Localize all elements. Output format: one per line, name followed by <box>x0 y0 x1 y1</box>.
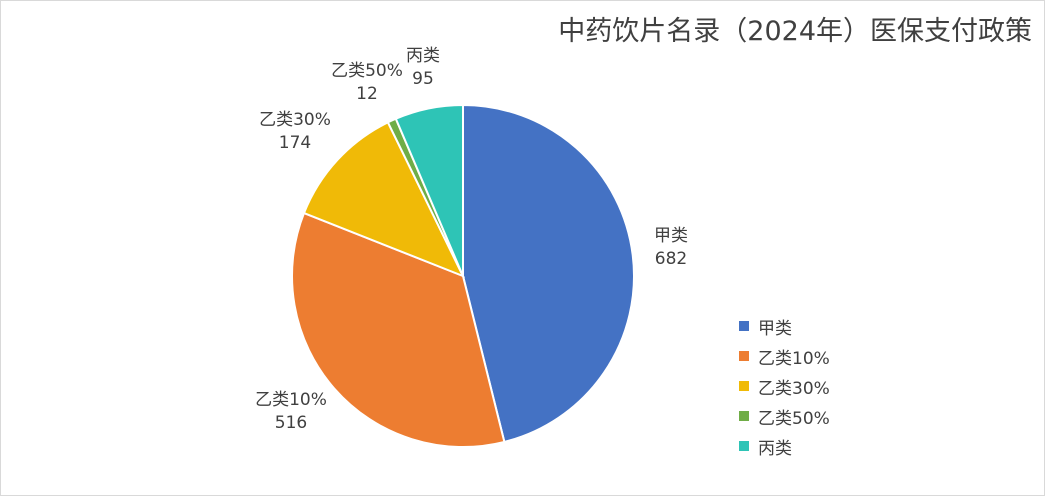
legend-label: 丙类 <box>758 438 792 459</box>
legend-item-3: 乙类30% <box>739 371 830 401</box>
data-label-category-1: 甲类 <box>654 226 688 246</box>
legend-swatch <box>739 381 749 391</box>
chart-title: 中药饮片名录（2024年）医保支付政策 <box>558 16 1032 47</box>
data-label-value-3: 174 <box>279 133 311 153</box>
legend-item-1: 甲类 <box>739 311 830 341</box>
chart-legend: 甲类乙类10% 乙类30% 乙类50% 丙类 <box>739 311 830 461</box>
legend-label: 甲类 <box>758 318 792 339</box>
legend-item-5: 丙类 <box>739 431 830 461</box>
legend-swatch <box>739 411 749 421</box>
legend-swatch <box>739 321 749 331</box>
pie-slice-5 <box>394 103 464 277</box>
data-label-value-4: 12 <box>356 84 378 104</box>
legend-label: 乙类30% <box>758 378 830 399</box>
data-label-category-2: 乙类10% <box>255 390 327 410</box>
legend-label: 乙类50% <box>758 408 830 429</box>
pie-slice-3 <box>302 121 466 278</box>
data-label-category-4: 乙类50% <box>331 61 403 81</box>
legend-label: 乙类10% <box>758 348 830 369</box>
pie-slice-1 <box>462 103 635 444</box>
legend-item-4: 乙类50% <box>739 401 830 431</box>
legend-item-2: 乙类10% <box>739 341 830 371</box>
data-label-value-2: 516 <box>275 413 307 433</box>
legend-swatch <box>739 441 749 451</box>
data-label-value-5: 95 <box>412 69 434 89</box>
data-label-category-5: 丙类 <box>406 46 440 66</box>
legend-swatch <box>739 351 749 361</box>
data-label-category-3: 乙类30% <box>259 110 331 130</box>
data-label-value-1: 682 <box>655 249 687 269</box>
